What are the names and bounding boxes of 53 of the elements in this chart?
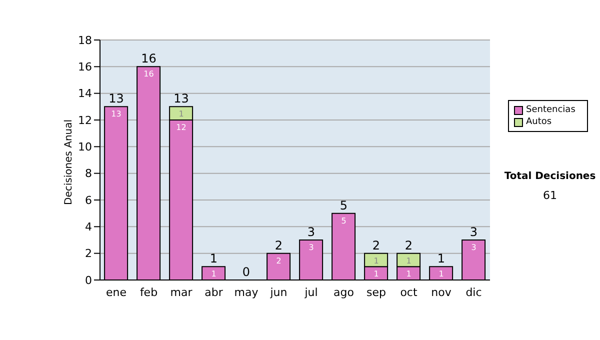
y-axis-title: Decisiones Anual	[64, 119, 75, 205]
x-tick-label: ene	[106, 286, 127, 299]
total-label: 3	[470, 225, 478, 239]
data-label: 13	[111, 110, 122, 119]
y-tick-label: 14	[78, 87, 92, 100]
legend-label: Autos	[526, 116, 552, 128]
total-label: 2	[274, 238, 283, 252]
x-tick-label: ago	[334, 286, 354, 299]
y-tick-label: 8	[85, 167, 92, 180]
y-tick-label: 6	[85, 194, 92, 207]
data-label: 1	[406, 256, 412, 266]
x-tick-label: nov	[431, 286, 452, 299]
y-tick-label: 10	[78, 140, 92, 154]
total-label: 5	[340, 198, 348, 212]
y-tick-label: 0	[85, 274, 92, 287]
x-tick-label: dic	[466, 286, 482, 299]
total-label: 3	[307, 225, 316, 239]
data-label: 1	[374, 270, 379, 279]
total-label: 16	[141, 52, 156, 66]
y-tick-label: 2	[85, 247, 92, 260]
total-label: 0	[242, 265, 250, 279]
data-label: 1	[211, 270, 216, 279]
x-tick-label: jul	[304, 286, 318, 299]
data-label: 5	[341, 216, 346, 226]
x-tick-label: may	[234, 286, 259, 299]
data-label: 3	[471, 243, 476, 252]
x-tick-label: jun	[269, 286, 288, 299]
x-tick-label: sep	[366, 286, 386, 299]
data-label: 1	[178, 110, 184, 119]
y-tick-label: 18	[78, 34, 92, 47]
y-tick-label: 12	[78, 114, 92, 127]
x-tick-label: feb	[140, 286, 158, 299]
legend-label: Sentencias	[526, 104, 576, 116]
x-tick-label: mar	[170, 286, 193, 299]
data-label: 1	[438, 270, 444, 279]
data-label: 16	[144, 70, 154, 79]
text: Total Decisiones	[503, 171, 597, 182]
data-label: 3	[308, 243, 314, 252]
y-tick-label: 16	[78, 60, 92, 74]
text: 61	[542, 189, 558, 202]
x-tick-label: oct	[400, 286, 418, 299]
x-tick-label: abr	[204, 286, 224, 299]
data-label: 2	[276, 256, 282, 266]
total-label: 1	[437, 252, 446, 266]
total-label: 2	[404, 238, 413, 252]
data-label: 1	[406, 270, 412, 279]
y-tick-label: 4	[85, 220, 92, 234]
total-label: 13	[174, 92, 189, 106]
total-label: 1	[210, 252, 218, 266]
data-label: 12	[176, 123, 186, 132]
total-label: 13	[108, 92, 124, 106]
total-label: 2	[372, 238, 380, 252]
data-label: 1	[374, 256, 379, 266]
